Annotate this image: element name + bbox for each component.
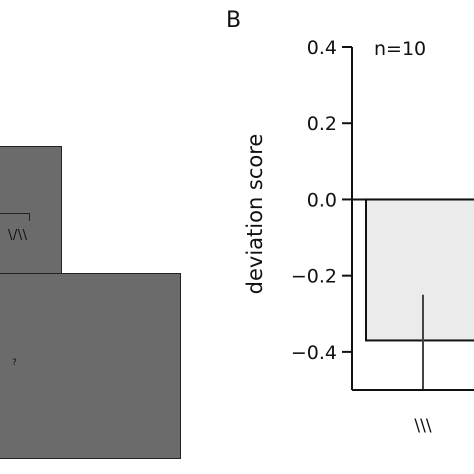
panel-a: \/\\ ? <box>0 0 200 474</box>
sample-size-annotation: n=10 <box>374 38 426 60</box>
x-tick-label-0: \\\ <box>414 416 431 436</box>
bracket-mark <box>0 213 30 221</box>
y-axis-label: deviation score <box>243 134 267 295</box>
y-tick-label: 0.0 <box>307 189 337 211</box>
y-tick-label: −0.2 <box>291 266 337 288</box>
upper-box-label: \/\\ <box>8 228 28 243</box>
y-tick-label: 0.4 <box>307 37 337 59</box>
bar-0 <box>365 198 474 342</box>
y-tick-label: 0.2 <box>307 113 337 135</box>
lower-gray-box <box>0 273 181 459</box>
y-tick-label: −0.4 <box>291 342 337 364</box>
upper-gray-box <box>0 146 62 274</box>
panel-b-label: B <box>226 8 241 33</box>
lower-box-label: ? <box>12 358 17 368</box>
